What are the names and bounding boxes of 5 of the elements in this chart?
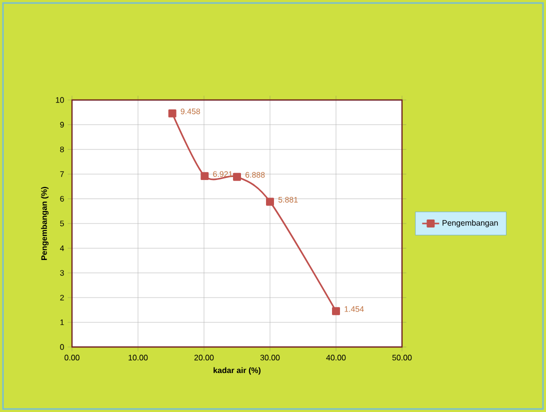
point: [233, 172, 241, 181]
point: [332, 307, 340, 316]
point: [168, 109, 176, 118]
point: [266, 198, 274, 206]
point: [200, 172, 209, 180]
